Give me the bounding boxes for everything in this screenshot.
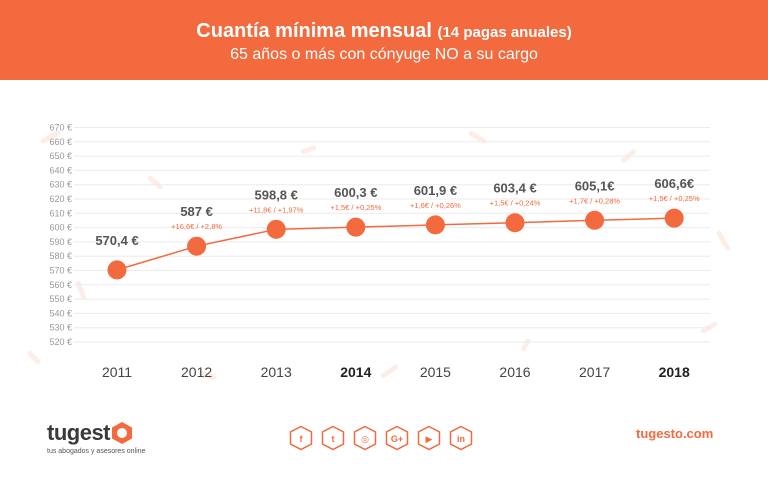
change-label: +1,6€ / +0,26% [410,201,461,210]
decorative-dash [716,230,731,251]
data-point [107,260,127,280]
x-tick-label: 2018 [659,364,690,380]
data-point [346,217,366,237]
value-label: 605,1€ [575,178,615,193]
y-tick-label: 660 € [49,137,72,147]
google-plus-icon[interactable]: G+ [385,425,409,451]
change-label: +16,6€ / +2,8% [171,222,222,231]
y-tick-label: 620 € [49,194,72,204]
change-label: +1,5€ / +0,25% [649,194,700,203]
facebook-icon[interactable]: f [289,425,313,451]
y-tick-label: 550 € [49,294,72,304]
change-label: +1,5€ / +0,24% [490,199,541,208]
value-label: 603,4 € [493,181,536,196]
instagram-icon-glyph: ◎ [361,434,369,444]
twitter-icon-glyph: t [332,434,335,444]
instagram-icon[interactable]: ◎ [353,425,377,451]
decorative-dash [40,129,61,144]
x-tick-label: 2014 [340,364,371,380]
brand-logo[interactable]: tugest tus abogados y asesores online [47,420,145,455]
change-label: +1,5€ / +0,25% [330,203,381,212]
x-tick-label: 2016 [499,364,530,380]
title-main: Cuantía mínima mensual [196,20,432,42]
y-tick-label: 610 € [49,208,72,218]
x-tick-label: 2015 [420,364,451,380]
y-tick-label: 600 € [49,223,72,233]
value-label: 601,9 € [414,183,457,198]
x-tick-label: 2013 [261,364,292,380]
decorative-dash [27,351,41,364]
value-label: 600,3 € [334,185,377,200]
social-links: f t ◎ G+ ▶ in [289,425,473,451]
y-tick-label: 520 € [49,337,72,347]
decorative-dash [198,370,217,381]
y-tick-label: 640 € [49,165,72,175]
decorative-dash [468,130,487,144]
data-point [187,236,207,256]
logo-text: tugest [47,420,111,445]
x-tick-label: 2017 [579,364,610,380]
decorative-dash [380,364,399,379]
y-tick-label: 580 € [49,251,72,261]
y-tick-label: 590 € [49,237,72,247]
y-tick-label: 630 € [49,180,72,190]
header-banner: Cuantía mínima mensual (14 pagas anuales… [0,0,768,80]
data-point [585,210,605,230]
value-label: 598,8 € [255,187,298,202]
y-tick-label: 570 € [49,266,72,276]
y-tick-label: 650 € [49,151,72,161]
logo-hexagon-icon [112,422,132,444]
data-point [425,215,445,235]
value-label: 570,4 € [95,233,138,248]
series-line [116,217,675,271]
x-tick-label: 2011 [102,364,132,380]
y-tick-label: 530 € [49,323,72,333]
linkedin-icon-glyph: in [457,434,465,444]
y-tick-label: 560 € [49,280,72,290]
logo-tagline: tus abogados y asesores online [47,448,146,455]
data-point [664,208,684,228]
data-point [266,219,286,239]
change-label: +11,8€ / +1,97% [249,205,304,214]
line-chart: 520 € 530 € 540 € 550 € 560 € 570 € 580 € 590 €… [27,123,731,381]
decorative-dash [520,338,531,352]
chart-title: Cuantía mínima mensual (14 pagas anuales… [0,20,768,43]
value-label: 587 € [180,204,213,219]
linkedin-icon[interactable]: in [449,425,473,451]
google-plus-icon-glyph: G+ [391,434,403,444]
youtube-icon-glyph: ▶ [426,434,433,444]
decorative-dash [147,176,163,190]
data-point [505,213,525,233]
value-label: 606,6€ [654,176,694,191]
chart-subtitle: 65 años o más con cónyuge NO a su cargo [230,46,538,63]
y-tick-label: 670 € [49,123,72,133]
x-tick-label: 2012 [181,364,212,380]
facebook-icon-glyph: f [300,434,304,444]
youtube-icon[interactable]: ▶ [417,425,441,451]
title-paren: (14 pagas anuales) [437,24,572,41]
decorative-dash [76,280,87,300]
twitter-icon[interactable]: t [321,425,345,451]
decorative-dash [300,145,317,154]
website-link[interactable]: tugesto.com [636,426,714,441]
y-tick-label: 540 € [49,308,72,318]
change-label: +1,7€ / +0,28% [569,196,620,205]
